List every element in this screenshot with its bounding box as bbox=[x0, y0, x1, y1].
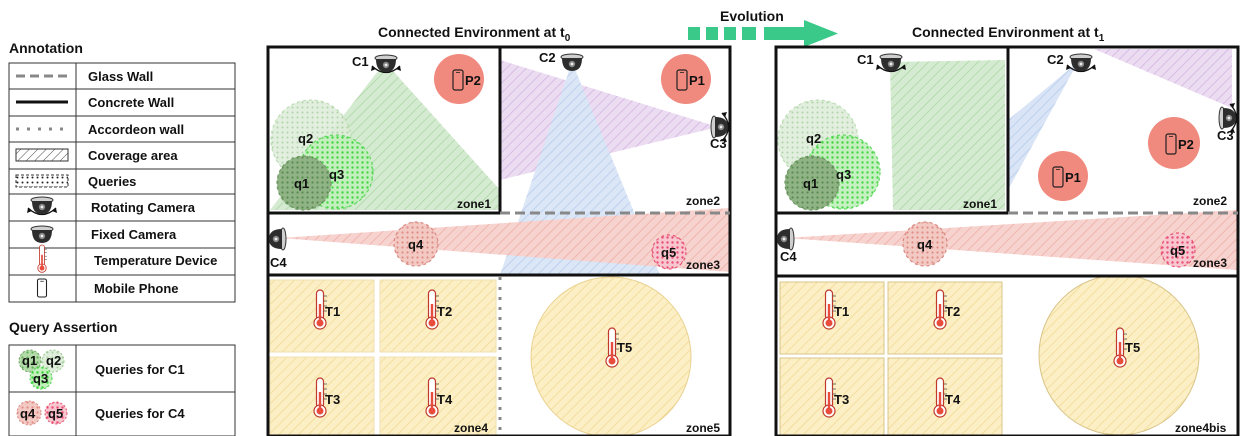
t0-c4-label: C4 bbox=[270, 255, 287, 270]
coverage-area-icon bbox=[15, 148, 69, 162]
t0-q4 bbox=[393, 221, 439, 267]
t0-q1-label: q1 bbox=[294, 176, 309, 191]
t1-p2-label: P2 bbox=[1178, 137, 1194, 152]
t0-q1 bbox=[276, 155, 332, 211]
legend-label-queries: Queries bbox=[88, 174, 136, 189]
query-id: q5 bbox=[48, 406, 63, 421]
t0-zone4-label: zone4 bbox=[454, 421, 488, 435]
t1-q5 bbox=[1160, 232, 1196, 268]
t1-zone3-label: zone3 bbox=[1193, 256, 1227, 270]
t1-c3-label: C3 bbox=[1217, 128, 1234, 143]
query-id: q3 bbox=[33, 371, 48, 386]
t1-c1-label: C1 bbox=[857, 52, 874, 67]
t1-t4-label: T4 bbox=[945, 392, 961, 407]
t0-t3-label: T3 bbox=[325, 392, 340, 407]
legend-label-accordeon-wall: Accordeon wall bbox=[88, 122, 184, 137]
t0-c4-camera-icon bbox=[268, 227, 287, 251]
t0-t4-label: T4 bbox=[437, 392, 453, 407]
t1-q5-label: q5 bbox=[1170, 243, 1185, 258]
t1-q1 bbox=[784, 155, 840, 211]
t0-zone5-label: zone5 bbox=[686, 421, 720, 435]
t1-p1-label: P1 bbox=[1065, 170, 1081, 185]
t0-t2-label: T2 bbox=[437, 304, 452, 319]
t1-q4 bbox=[902, 221, 948, 267]
t0-p1-circle bbox=[661, 54, 711, 104]
evolution-arrow: Evolution bbox=[688, 8, 838, 47]
t0-panel: C1 C2 C3 C4 P2 P1 q2 q3 q1 q4 q5 T1 T2 T… bbox=[266, 45, 732, 436]
t0-p1-label: P1 bbox=[689, 73, 705, 88]
t0-c3-label: C3 bbox=[710, 136, 727, 151]
t1-q1-label: q1 bbox=[803, 176, 818, 191]
t1-q2-label: q2 bbox=[806, 131, 821, 146]
t1-zone1-label: zone1 bbox=[963, 197, 997, 211]
t0-title: Connected Environment at t0 bbox=[378, 24, 571, 44]
t1-c3-coverage bbox=[1094, 49, 1232, 108]
t0-c1-camera-icon bbox=[370, 54, 402, 74]
t1-panel: C1 C2 C3 C4 P1 P2 q2 q3 q1 q4 q5 T1 T2 T… bbox=[774, 45, 1240, 436]
legend-label-temperature-device: Temperature Device bbox=[94, 253, 217, 268]
query-assertion-c4-label: Queries for C4 bbox=[95, 406, 185, 421]
t1-zone2-label: zone2 bbox=[1193, 194, 1227, 208]
query-assertion-c4-icon: q4 q5 bbox=[16, 400, 68, 426]
t0-zone2-label: zone2 bbox=[686, 194, 720, 208]
t0-c1-label: C1 bbox=[352, 54, 369, 69]
t0-p2-circle bbox=[434, 54, 484, 104]
t1-t3-label: T3 bbox=[834, 392, 849, 407]
annotation-title: Annotation bbox=[9, 40, 83, 56]
t0-t1-label: T1 bbox=[325, 304, 340, 319]
query-id: q4 bbox=[20, 406, 36, 421]
t1-zone4bis-label: zone4bis bbox=[1175, 421, 1227, 435]
t1-t5-label: T5 bbox=[1125, 340, 1140, 355]
t0-q4-label: q4 bbox=[408, 237, 424, 252]
t0-p2-label: P2 bbox=[465, 73, 481, 88]
legend-label-coverage-area: Coverage area bbox=[88, 148, 178, 163]
t0-q3-label: q3 bbox=[329, 167, 344, 182]
legend-label-concrete-wall: Concrete Wall bbox=[88, 95, 174, 110]
t1-q4-label: q4 bbox=[917, 237, 933, 252]
t0-c2-label: C2 bbox=[539, 50, 556, 65]
t0-q5 bbox=[651, 234, 687, 270]
query-assertion-c1-label: Queries for C1 bbox=[95, 362, 185, 377]
legend-label-rotating-camera: Rotating Camera bbox=[91, 200, 196, 215]
legend-label-glass-wall: Glass Wall bbox=[88, 69, 153, 84]
t1-q3-label: q3 bbox=[836, 167, 851, 182]
queries-icon bbox=[15, 174, 69, 188]
t0-q5-label: q5 bbox=[661, 245, 676, 260]
t0-q2-label: q2 bbox=[298, 131, 313, 146]
query-id: q1 bbox=[22, 353, 37, 368]
legend-label-mobile-phone: Mobile Phone bbox=[94, 281, 179, 296]
query-assertion-title: Query Assertion bbox=[9, 319, 117, 335]
t1-t1-label: T1 bbox=[834, 304, 849, 319]
t0-zone1-label: zone1 bbox=[457, 197, 491, 211]
t1-c4-label: C4 bbox=[780, 249, 797, 264]
t1-c2-label: C2 bbox=[1047, 52, 1064, 67]
t1-t2-label: T2 bbox=[945, 304, 960, 319]
legend-panel: Annotation Glass Wall Concrete Wall Acco… bbox=[8, 40, 236, 436]
t1-title: Connected Environment at t1 bbox=[912, 24, 1105, 44]
query-assertion-c1-icon: q1 q2 q3 bbox=[18, 349, 65, 390]
c4-coverage bbox=[280, 208, 730, 272]
t0-c2-camera-icon bbox=[560, 53, 584, 72]
query-id: q2 bbox=[46, 353, 61, 368]
t1-c2-coverage bbox=[1008, 62, 1078, 190]
t1-p2-circle bbox=[1148, 117, 1200, 169]
legend-label-fixed-camera: Fixed Camera bbox=[91, 227, 177, 242]
t1-c4-camera-icon bbox=[776, 227, 795, 251]
evolution-label: Evolution bbox=[720, 8, 784, 24]
t1-c4-coverage bbox=[786, 210, 1237, 270]
t0-zone3-label: zone3 bbox=[686, 258, 720, 272]
t0-t5-label: T5 bbox=[617, 340, 632, 355]
t1-c1-coverage bbox=[890, 60, 1005, 210]
